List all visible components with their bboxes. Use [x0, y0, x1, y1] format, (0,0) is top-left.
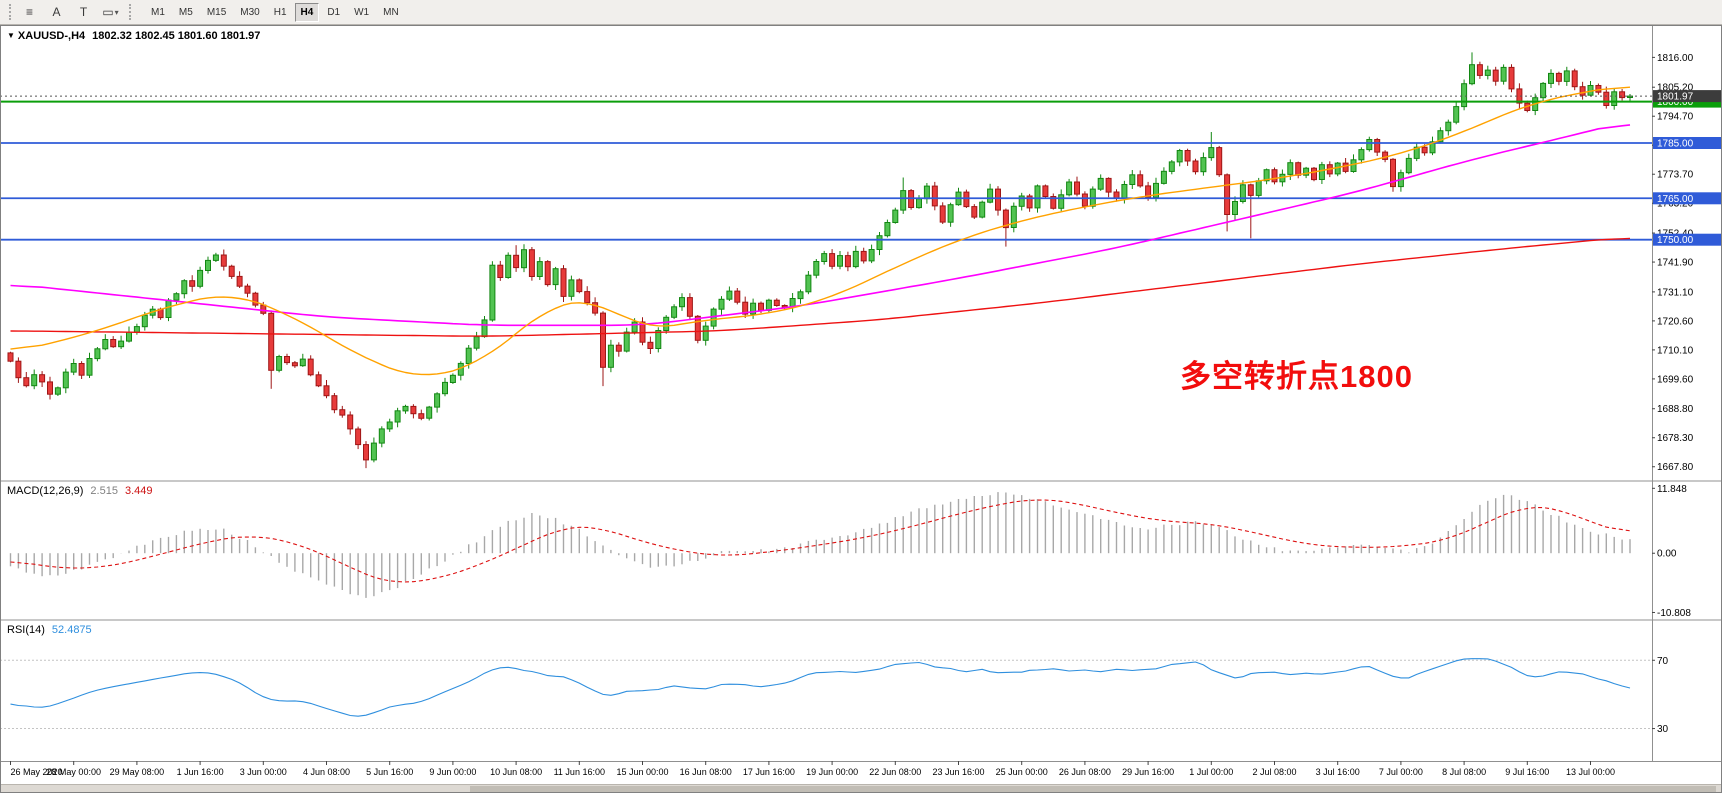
ma-fast-orange — [10, 86, 1631, 376]
toolbar-grip-2[interactable] — [129, 4, 131, 20]
chart-border — [0, 25, 1722, 793]
price-axis-label: 1678.30 — [1657, 433, 1694, 444]
timeframe-button-h4[interactable]: H4 — [294, 2, 320, 22]
time-axis-label: 5 Jun 16:00 — [366, 767, 413, 777]
time-axis-label: 1 Jul 00:00 — [1189, 767, 1233, 777]
current-price-box-label: 1801.97 — [1657, 92, 1694, 103]
ohlc-values: 1802.32 1802.45 1801.60 1801.97 — [92, 30, 261, 42]
price-axis-label: 1773.70 — [1657, 170, 1694, 181]
symbol-timeframe-label: XAUUSD-,H4 — [17, 30, 86, 42]
time-axis-label: 15 Jun 00:00 — [616, 767, 668, 777]
price-axis[interactable]: 1816.001805.201794.701784.201773.701763.… — [1652, 53, 1721, 473]
time-axis-label: 4 Jun 08:00 — [303, 767, 350, 777]
tool-group: ≡ A T ▭ ▾ — [16, 1, 124, 23]
time-axis-label: 10 Jun 08:00 — [490, 767, 542, 777]
toolbar: ≡ A T ▭ ▾ M1 M5 M15 M30 H1 H4 D1 W1 MN — [0, 0, 1722, 25]
timeframe-button-m5[interactable]: M5 — [178, 6, 193, 18]
h-scrollbar-thumb[interactable] — [470, 786, 1716, 792]
timeframe-button-m30[interactable]: M30 — [240, 6, 260, 18]
time-axis-label: 29 Jun 16:00 — [1122, 767, 1174, 777]
rsi-line — [10, 658, 1631, 717]
chart-canvas[interactable]: 1816.001805.201794.701784.201773.701763.… — [0, 25, 1722, 793]
time-axis-label: 28 May 00:00 — [46, 767, 101, 777]
price-axis-label: 1688.80 — [1657, 404, 1694, 415]
price-axis-label: 1741.90 — [1657, 258, 1694, 269]
price-box-label: 1800.00 — [1657, 97, 1694, 108]
timeframe-button-m15[interactable]: M15 — [206, 6, 227, 18]
time-axis-label: 11 Jun 16:00 — [554, 767, 605, 777]
time-axis-label: 8 Jul 08:00 — [1442, 767, 1486, 777]
shapes-dropdown-icon[interactable]: ▭ ▾ — [102, 5, 119, 19]
price-axis-label: 1699.60 — [1657, 374, 1694, 385]
time-axis-label: 9 Jul 16:00 — [1505, 767, 1549, 777]
macd-value-main: 2.515 — [90, 485, 118, 497]
candles — [7, 52, 1633, 469]
price-axis-label: 1794.70 — [1657, 112, 1694, 123]
time-axis-label: 26 May 2020 — [11, 767, 63, 777]
rsi-label: RSI(14) 52.4875 — [7, 624, 92, 636]
price-axis-label: 1667.80 — [1657, 462, 1694, 473]
macd-signal-line — [10, 499, 1631, 583]
rsi-value: 52.4875 — [51, 624, 92, 636]
horizontal-levels — [0, 100, 1652, 241]
time-axis-label: 25 Jun 00:00 — [996, 767, 1048, 777]
time-axis-label: 23 Jun 16:00 — [932, 767, 984, 777]
time-axis-label: 9 Jun 00:00 — [429, 767, 476, 777]
macd-value-signal: 3.449 — [124, 485, 153, 497]
timeframe-button-m1[interactable]: M1 — [151, 6, 165, 18]
symbol-marker-icon: ▼ — [7, 31, 15, 40]
toolbar-grip[interactable] — [9, 4, 11, 20]
price-box-1785.00 — [1653, 137, 1721, 149]
macd-axis-label: -10.808 — [1657, 608, 1691, 619]
macd-axis-label: 11.848 — [1657, 484, 1687, 495]
rsi-name: RSI(14) — [7, 624, 45, 636]
time-axis-label: 26 Jun 08:00 — [1059, 767, 1111, 777]
price-axis-label: 1731.10 — [1657, 287, 1694, 298]
price-axis-label: 1816.00 — [1657, 53, 1694, 64]
timeframe-button-w1[interactable]: W1 — [354, 6, 370, 18]
price-box-label: 1785.00 — [1657, 139, 1694, 150]
price-axis-label: 1805.20 — [1657, 83, 1694, 94]
time-axis-label: 17 Jun 16:00 — [743, 767, 795, 777]
timeframe-button-h1[interactable]: H1 — [273, 6, 287, 18]
macd-name: MACD(12,26,9) — [7, 485, 84, 497]
chart-window: 1816.001805.201794.701784.201773.701763.… — [0, 25, 1722, 793]
annotation-text[interactable]: 多空转折点1800 — [1180, 359, 1413, 394]
menu-lines-icon[interactable]: ≡ — [25, 5, 33, 19]
chart-symbol-header: ▼ XAUUSD-,H4 1802.32 1802.45 1801.60 1801.… — [7, 30, 260, 42]
current-price-box — [1653, 90, 1721, 103]
time-axis-label: 2 Jul 08:00 — [1252, 767, 1296, 777]
indicator-axis[interactable]: 11.848 0.00 -10.808 70 30 — [1652, 484, 1691, 735]
time-axis-label: 1 Jun 16:00 — [177, 767, 224, 777]
macd-histogram — [9, 492, 1631, 598]
dropdown-caret-icon: ▾ — [114, 7, 119, 17]
time-axis-label: 13 Jul 00:00 — [1566, 767, 1615, 777]
time-axis-label: 7 Jul 00:00 — [1379, 767, 1423, 777]
price-box-label: 1765.00 — [1657, 194, 1694, 205]
price-box-label: 1750.00 — [1657, 235, 1694, 246]
timeframe-button-d1[interactable]: D1 — [327, 6, 341, 18]
timeframe-group: M1 M5 M15 M30 H1 H4 D1 W1 MN — [144, 2, 406, 22]
price-axis-label: 1720.60 — [1657, 316, 1694, 327]
macd-axis-label: 0.00 — [1657, 549, 1677, 560]
time-axis-label: 22 Jun 08:00 — [869, 767, 921, 777]
rsi-axis-label: 30 — [1657, 724, 1669, 735]
price-box-1765.00 — [1653, 192, 1721, 205]
time-axis-label: 3 Jul 16:00 — [1316, 767, 1360, 777]
price-box-1750.00 — [1653, 233, 1721, 246]
time-axis-label: 29 May 08:00 — [110, 767, 165, 777]
rsi-axis-label: 70 — [1657, 656, 1669, 667]
time-axis-label: 3 Jun 00:00 — [240, 767, 287, 777]
timeframe-button-mn[interactable]: MN — [383, 6, 399, 18]
macd-label: MACD(12,26,9) 2.515 3.449 — [7, 485, 152, 497]
text-label-a-icon[interactable]: A — [52, 5, 61, 19]
text-tool-t-icon[interactable]: T — [79, 5, 88, 19]
ma-slow-red — [10, 237, 1631, 337]
time-axis-label: 19 Jun 00:00 — [806, 767, 858, 777]
price-axis-label: 1710.10 — [1657, 345, 1694, 356]
time-axis-label: 16 Jun 08:00 — [680, 767, 732, 777]
